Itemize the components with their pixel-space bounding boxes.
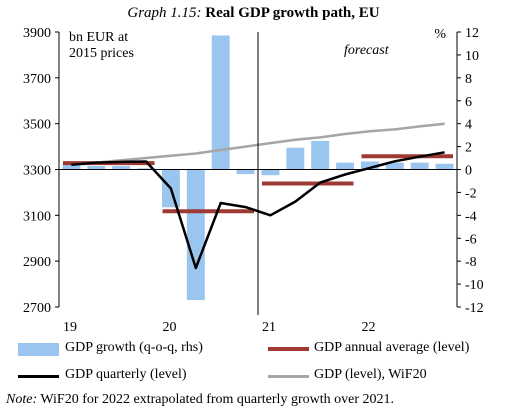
chart-title-main: Real GDP growth path, EU	[205, 5, 380, 21]
right-tick-label: -10	[465, 278, 484, 293]
left-axis-unit-line2: 2015 prices	[69, 46, 134, 61]
right-tick-label: 2	[465, 141, 472, 156]
left-tick-label: 3700	[23, 72, 51, 87]
x-tick-label: 20	[163, 320, 177, 335]
growth-bar	[336, 162, 355, 170]
right-tick-label: 4	[465, 118, 472, 133]
right-tick-label: -2	[465, 186, 477, 201]
chart-plot: 3900370035003300310029002700121086420-2-…	[23, 26, 484, 335]
left-tick-label: 3500	[23, 118, 51, 133]
legend-annual-swatch	[268, 347, 309, 351]
left-tick-label: 2700	[23, 301, 51, 316]
note-text: WiF20 for 2022 extrapolated from quarter…	[40, 392, 394, 407]
growth-bar	[410, 162, 429, 170]
growth-bar	[261, 169, 280, 176]
legend-quarterly-swatch	[18, 375, 59, 378]
note-label: Note:	[6, 392, 38, 407]
legend-growth-label: GDP growth (q-o-q, rhs)	[65, 340, 203, 355]
right-tick-label: -4	[465, 209, 477, 224]
legend-growth-swatch	[18, 343, 59, 356]
legend-annual-label: GDP annual average (level)	[314, 340, 470, 355]
left-tick-label: 2900	[23, 255, 51, 270]
forecast-label: forecast	[344, 43, 390, 58]
growth-bar	[87, 166, 106, 170]
growth-bar	[311, 140, 330, 170]
growth-bar	[385, 162, 404, 170]
legend-wif20-label: GDP (level), WiF20	[314, 367, 427, 382]
growth-bar	[62, 163, 81, 170]
chart-title: Graph 1.15: Real GDP growth path, EU	[0, 5, 507, 22]
left-tick-label: 3100	[23, 209, 51, 224]
left-tick-label: 3900	[23, 26, 51, 41]
chart-note: Note: WiF20 for 2022 extrapolated from q…	[6, 392, 394, 408]
right-tick-label: -8	[465, 255, 477, 270]
legend-wif20-swatch	[268, 375, 309, 378]
right-tick-label: 6	[465, 95, 472, 110]
legend-quarterly-label: GDP quarterly (level)	[65, 367, 187, 382]
right-tick-label: 12	[465, 26, 479, 41]
growth-bar	[211, 35, 230, 170]
chart-title-prefix: Graph 1.15:	[127, 5, 202, 21]
growth-bar	[137, 168, 156, 170]
growth-bar	[286, 147, 305, 170]
growth-bar	[435, 163, 454, 170]
right-tick-label: -6	[465, 232, 477, 247]
growth-bar	[186, 169, 205, 301]
left-axis-unit-line1: bn EUR at	[69, 30, 128, 45]
right-tick-label: 0	[465, 164, 472, 179]
x-tick-label: 22	[362, 320, 376, 335]
growth-bar	[360, 161, 379, 170]
right-axis-unit: %	[434, 27, 446, 42]
x-tick-label: 21	[262, 320, 276, 335]
right-tick-label: 8	[465, 72, 472, 87]
growth-bar	[112, 166, 131, 170]
x-tick-label: 19	[63, 320, 77, 335]
right-tick-label: 10	[465, 49, 479, 64]
left-tick-label: 3300	[23, 164, 51, 179]
right-tick-label: -12	[465, 301, 484, 316]
growth-bar	[236, 169, 255, 175]
